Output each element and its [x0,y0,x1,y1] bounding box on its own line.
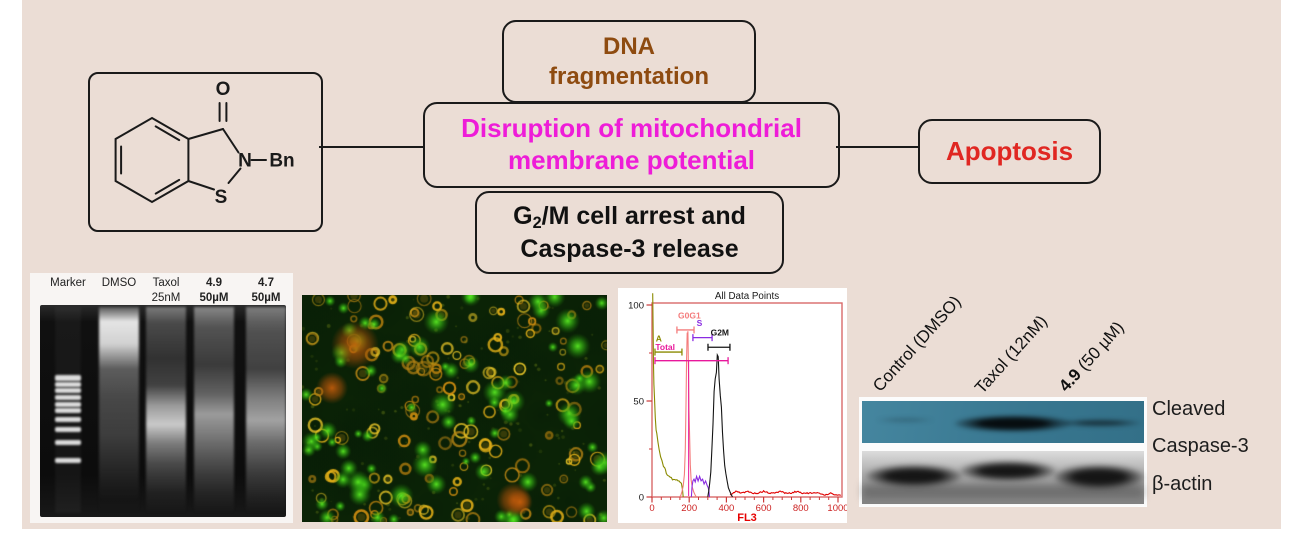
beta-actin-label: β-actin [1152,473,1213,495]
compound-structure-box: O N S Bn [88,72,323,232]
blot-band-49 [1058,419,1142,427]
cleaved-caspase3-label-line2: Caspase-3 [1152,435,1249,457]
gel-lane-dmso [99,307,139,513]
apoptosis-box: Apoptosis [918,119,1101,184]
chart-title: All Data Points [715,291,779,302]
x-tick-label: 0 [649,503,654,514]
series-sub-G1 debris (A) [652,293,684,498]
g2m-box-line2: Caspase-3 release [520,234,739,263]
oxygen-atom-label: O [216,79,231,100]
g2m-arrest-box: G2/M cell arrest and Caspase-3 release [475,191,784,274]
x-axis-label: FL3 [737,512,757,523]
mito-box-line2: membrane potential [507,145,756,175]
gate-label-Total: Total [655,342,675,352]
marker-ladder-band [55,427,81,432]
cleaved-caspase3-label-line1: Cleaved [1152,398,1226,420]
flow-panel-bg [618,288,847,523]
actin-band-control [866,465,962,487]
mito-box-line1: Disruption of mitochondrial [461,113,802,144]
benzyl-substituent-label: Bn [269,151,294,172]
benzisothiazolone-structure: O N S Bn [114,79,295,208]
marker-ladder-band [55,417,81,422]
blot-band-control-faint [876,417,934,423]
marker-ladder-band [55,395,81,400]
gel-lane-taxol [146,307,186,513]
x-tick-label: 1000 [827,503,847,514]
gel-lane-label: Taxol 25nM [151,277,181,304]
gel-photo [40,305,286,517]
flow-cytometry-chart: 0 200 400 600 800 1000 0 50 100 All Data Points FL… [618,288,847,523]
y-tick-label: 100 [628,301,644,312]
dna-box-line1: DNA [603,33,655,61]
series-G2/M [707,352,733,498]
cleaved-caspase3-membrane [862,401,1144,443]
marker-ladder-band [55,388,81,393]
g2m-box-line1: G2/M cell arrest and [513,201,746,232]
gel-lane-49 [194,307,234,513]
marker-ladder-band [55,440,81,445]
beta-actin-membrane [862,451,1144,504]
x-tick-label: 600 [756,503,772,514]
marker-ladder-band [55,408,81,413]
blot-band-taxol [954,415,1072,432]
connector-effects-to-apoptosis [836,146,918,148]
actin-baseline-shading [862,484,1144,498]
nitrogen-atom-label: N [238,151,252,172]
gate-label-G2M: G2M [711,328,729,338]
series-S [690,474,711,498]
series-tail [729,489,842,496]
gate-label-S: S [697,318,703,328]
gel-lane-label: 4.9 50µM [199,277,229,304]
gate-label-G0G1: G0G1 [678,310,701,320]
gel-lane-label: 4.7 50µM [251,277,281,304]
marker-ladder-band [55,382,81,387]
western-blot-image [859,397,1147,507]
connector-structure-to-effects [319,146,423,148]
marker-ladder-band [55,402,81,407]
plot-frame [651,302,843,498]
marker-ladder-band [55,458,81,463]
actin-band-49 [1054,465,1144,489]
y-tick-label: 50 [633,397,644,408]
x-tick-label: 400 [718,503,734,514]
x-tick-label: 800 [793,503,809,514]
fluorescence-micrograph [302,295,607,522]
actin-band-taxol [960,461,1056,481]
gate-label-A: A [656,333,662,343]
y-tick-label: 0 [639,493,644,504]
dna-gel-image: Marker DMSO Taxol 25nM 4.9 50µM 4.7 50µM [30,273,293,523]
gel-lane-label: DMSO [101,277,137,289]
dna-fragmentation-box: DNA fragmentation [502,20,756,103]
mitochondrial-disruption-box: Disruption of mitochondrial membrane pot… [423,102,840,188]
gel-lane-label: Marker [50,277,86,289]
gel-lane-47 [246,307,286,513]
marker-ladder-band [55,375,81,381]
sulfur-atom-label: S [215,187,228,208]
apoptosis-label: Apoptosis [945,135,1074,166]
x-tick-label: 200 [681,503,697,514]
dna-box-line2: fragmentation [548,62,709,90]
